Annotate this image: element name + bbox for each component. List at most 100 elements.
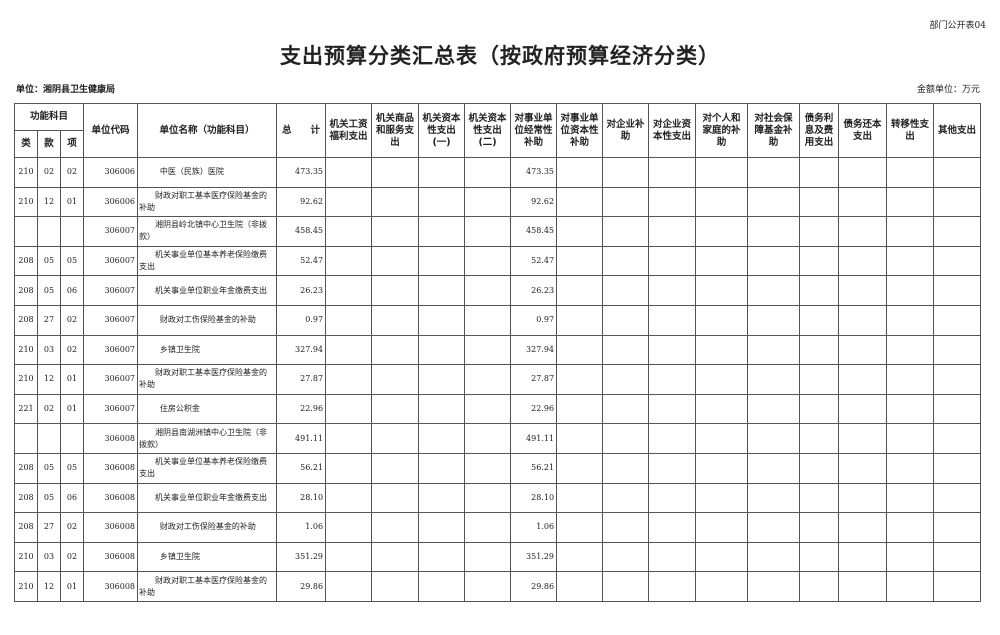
cell-col-7 (648, 304, 697, 336)
cell-col-0 (325, 393, 373, 425)
cell-xiang: 01 (59, 571, 85, 602)
cell-col-6 (602, 186, 650, 218)
cell-col-7 (648, 423, 697, 454)
table-row: 208 05 05 306008 机关事业单位基本养老保险缴费支出 56.21 56.21 (14, 452, 982, 484)
cell-col-1 (371, 304, 420, 336)
cell-col-7 (648, 216, 697, 247)
header-col-1: 机关商品和服务支出 (371, 103, 420, 158)
cell-unit-code: 306008 (83, 512, 139, 543)
cell-col-7 (648, 157, 697, 188)
cell-col-12 (886, 393, 935, 425)
cell-col-11 (838, 216, 888, 247)
cell-col-1 (371, 216, 420, 247)
cell-unit-code: 306008 (83, 482, 139, 514)
cell-col-4: 92.62 (510, 186, 558, 218)
cell-col-0 (325, 216, 373, 247)
cell-xiang: 01 (59, 393, 85, 425)
cell-col-5 (556, 423, 604, 454)
cell-col-10 (799, 364, 840, 395)
form-number: 部门公开表04 (929, 21, 986, 31)
cell-total: 22.96 (276, 393, 327, 425)
cell-col-4: 29.86 (510, 571, 558, 602)
cell-col-10 (799, 512, 840, 543)
cell-unit-name: 机关事业单位基本养老保险缴费支出 (137, 245, 278, 277)
header-col-8: 对个人和家庭的补助 (695, 103, 749, 158)
cell-xiang (59, 216, 85, 247)
header-col-9: 对社会保障基金补助 (747, 103, 801, 158)
cell-col-2 (418, 393, 466, 425)
cell-lei: 208 (14, 304, 38, 336)
cell-col-5 (556, 216, 604, 247)
cell-col-10 (799, 482, 840, 514)
cell-col-12 (886, 541, 935, 573)
cell-lei: 208 (14, 275, 38, 306)
cell-kuan: 05 (37, 275, 61, 306)
cell-col-5 (556, 364, 604, 395)
cell-col-0 (325, 541, 373, 573)
cell-col-3 (464, 245, 512, 277)
cell-col-7 (648, 186, 697, 218)
cell-col-12 (886, 452, 935, 484)
cell-col-2 (418, 541, 466, 573)
cell-col-3 (464, 571, 512, 602)
cell-col-8 (695, 482, 749, 514)
cell-col-13 (933, 393, 982, 425)
header-col-13: 其他支出 (933, 103, 982, 158)
cell-col-1 (371, 482, 420, 514)
cell-col-0 (325, 157, 373, 188)
cell-col-4: 473.35 (510, 157, 558, 188)
cell-col-3 (464, 452, 512, 484)
cell-col-9 (747, 216, 801, 247)
cell-col-5 (556, 157, 604, 188)
cell-kuan: 05 (37, 482, 61, 514)
cell-col-12 (886, 216, 935, 247)
cell-col-12 (886, 482, 935, 514)
cell-col-2 (418, 304, 466, 336)
cell-col-10 (799, 157, 840, 188)
cell-col-8 (695, 541, 749, 573)
cell-total: 1.06 (276, 512, 327, 543)
cell-xiang: 01 (59, 364, 85, 395)
cell-col-8 (695, 512, 749, 543)
cell-col-1 (371, 334, 420, 366)
amount-unit-label: 金额单位：万元 (916, 85, 980, 95)
cell-unit-name: 财政对工伤保险基金的补助 (137, 304, 278, 336)
cell-unit-name: 乡镇卫生院 (137, 541, 278, 573)
cell-col-7 (648, 571, 697, 602)
cell-col-4: 0.97 (510, 304, 558, 336)
cell-col-8 (695, 423, 749, 454)
cell-col-10 (799, 571, 840, 602)
cell-lei (14, 216, 38, 247)
cell-col-13 (933, 275, 982, 306)
table-row: 210 03 02 306008 乡镇卫生院 351.29 351.29 (14, 541, 982, 573)
cell-col-2 (418, 512, 466, 543)
cell-kuan: 12 (37, 571, 61, 602)
cell-col-3 (464, 393, 512, 425)
cell-col-4: 327.94 (510, 334, 558, 366)
cell-col-12 (886, 304, 935, 336)
cell-col-3 (464, 334, 512, 366)
cell-col-13 (933, 304, 982, 336)
cell-col-12 (886, 245, 935, 277)
cell-col-8 (695, 334, 749, 366)
cell-col-2 (418, 571, 466, 602)
cell-col-2 (418, 186, 466, 218)
cell-col-6 (602, 571, 650, 602)
cell-unit-name: 湘阴县南湖洲镇中心卫生院（非拨款） (137, 423, 278, 454)
cell-col-1 (371, 245, 420, 277)
cell-col-9 (747, 334, 801, 366)
cell-col-5 (556, 186, 604, 218)
header-unit-code: 单位代码 (83, 103, 139, 158)
cell-xiang: 06 (59, 275, 85, 306)
cell-lei: 210 (14, 364, 38, 395)
cell-col-7 (648, 245, 697, 277)
cell-unit-code: 306006 (83, 157, 139, 188)
table-row: 208 27 02 306008 财政对工伤保险基金的补助 1.06 1.06 (14, 512, 982, 543)
cell-col-8 (695, 393, 749, 425)
cell-col-12 (886, 423, 935, 454)
header-col-11: 债务还本支出 (838, 103, 888, 158)
cell-col-8 (695, 364, 749, 395)
cell-col-1 (371, 275, 420, 306)
header-unit-name: 单位名称（功能科目） (137, 103, 278, 158)
cell-col-8 (695, 157, 749, 188)
